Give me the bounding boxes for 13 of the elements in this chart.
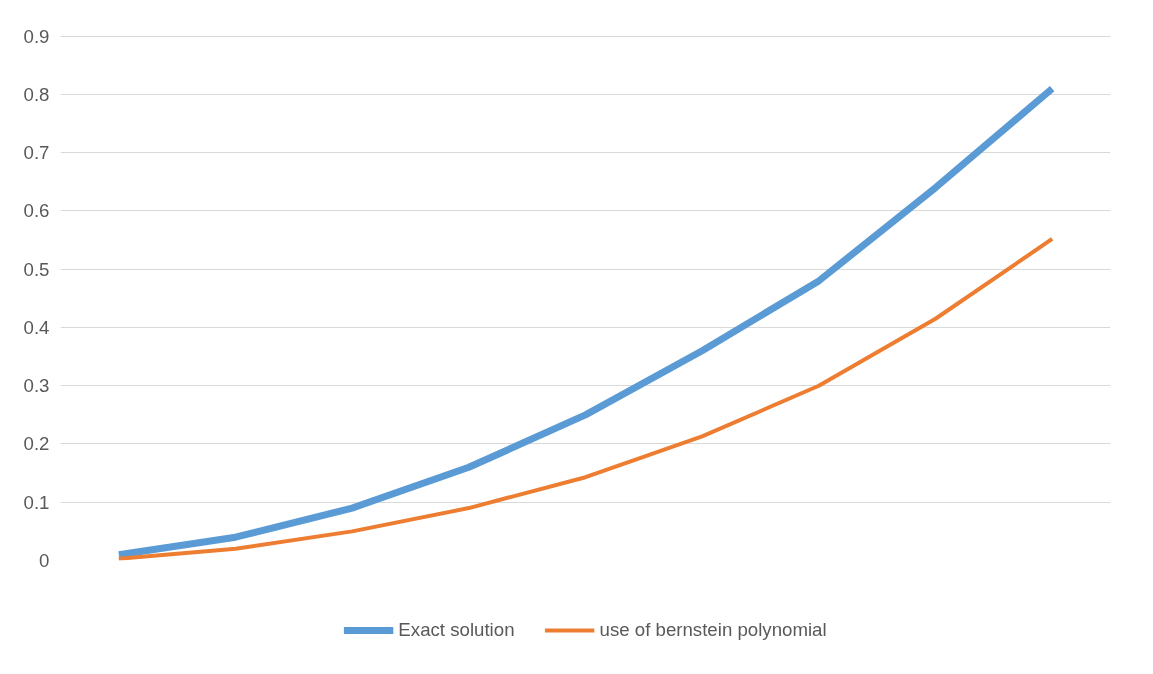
y-tick-label: 0.9	[23, 25, 50, 47]
y-tick-label: 0.7	[23, 142, 50, 164]
y-tick-label: 0.4	[23, 316, 50, 338]
y-tick-label: 0	[39, 550, 50, 571]
y-tick-label: 0.5	[23, 258, 50, 280]
legend-label: use of bernstein polynomial	[599, 618, 827, 641]
y-tick-label: 0.3	[23, 375, 50, 397]
line-series	[116, 236, 1055, 561]
y-tick-label: 0.1	[23, 491, 50, 513]
legend-label: Exact solution	[398, 618, 515, 641]
y-tick-label: 0.2	[23, 433, 50, 455]
y-tick-label: 0.6	[23, 200, 50, 222]
y-tick-label: 0.8	[23, 83, 50, 105]
